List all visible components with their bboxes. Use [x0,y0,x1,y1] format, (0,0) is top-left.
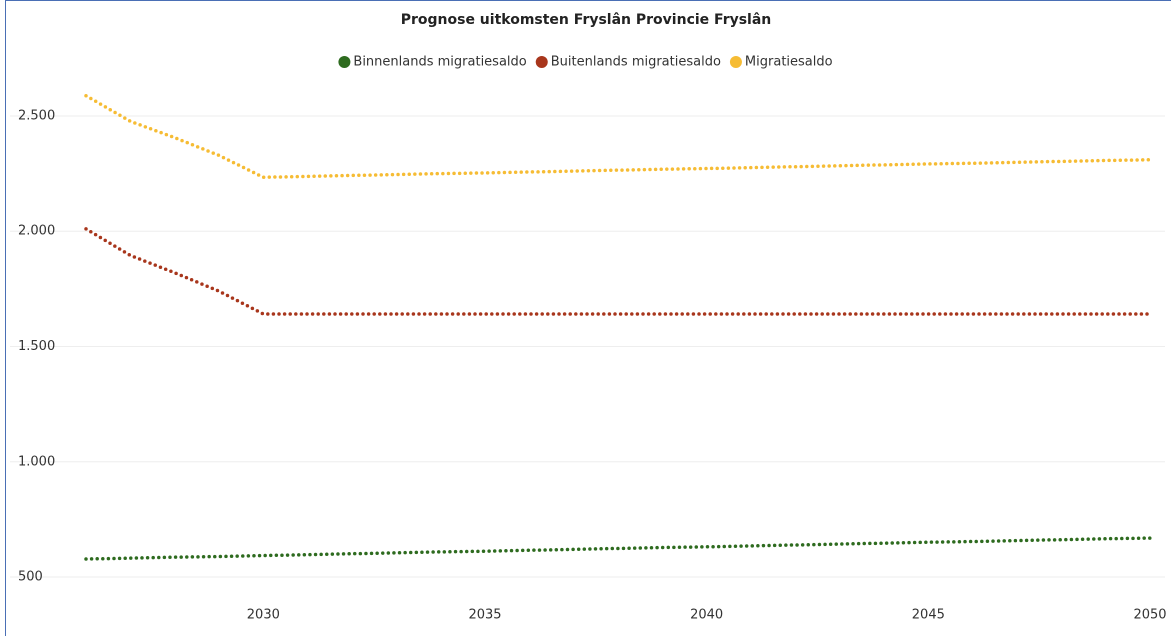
frame [5,0,1171,636]
x-tick-label: 2040 [690,608,723,623]
legend-label: Migratiesaldo [745,55,833,70]
x-tick-label: 2030 [247,608,280,623]
y-tick-label: 2.500 [18,108,55,123]
x-tick-label: 2045 [912,608,945,623]
x-tick-label: 2035 [468,608,501,623]
y-tick-label: 1.500 [18,339,55,354]
chart-title: Prognose uitkomsten Fryslân Provincie Fr… [401,12,772,28]
y-tick-label: 1.000 [18,454,55,469]
legend-marker [338,56,351,68]
legend-marker [535,56,548,68]
legend-label: Buitenlands migratiesaldo [551,55,721,70]
series-line [84,93,1152,180]
y-tick-label: 500 [18,570,43,585]
series-line [84,536,1152,561]
series-line [84,227,1152,316]
y-tick-label: 2.000 [18,224,55,239]
legend-label: Binnenlands migratiesaldo [353,55,526,70]
legend-marker [729,56,742,68]
x-tick-label: 2050 [1133,608,1166,623]
